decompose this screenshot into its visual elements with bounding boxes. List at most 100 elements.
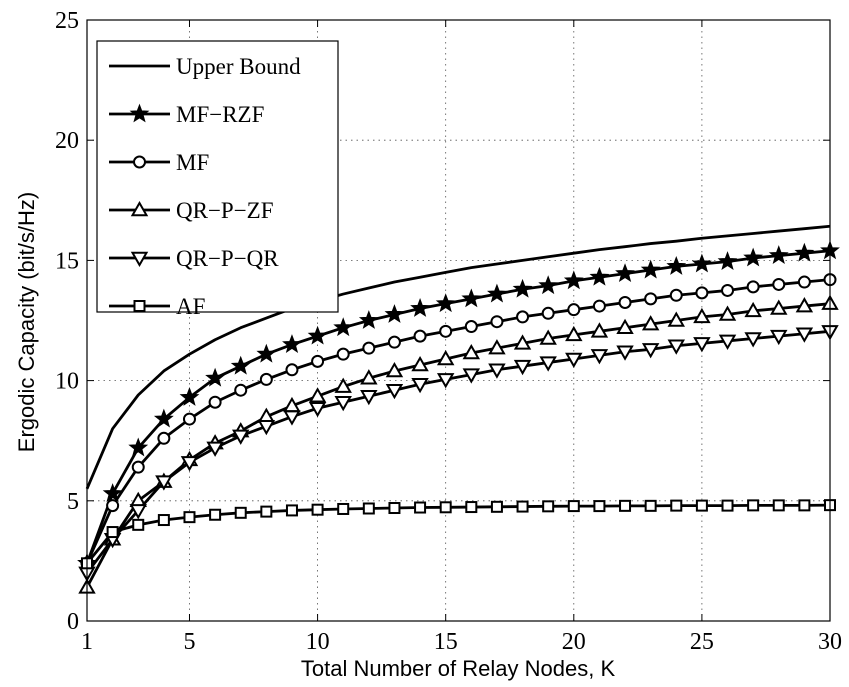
data-point-circle bbox=[543, 308, 554, 319]
series-line bbox=[87, 331, 830, 573]
data-point-star bbox=[437, 295, 454, 311]
x-tick-label: 25 bbox=[690, 629, 714, 655]
data-point-star bbox=[283, 336, 300, 352]
data-point-square bbox=[799, 500, 809, 510]
data-point-square bbox=[364, 503, 374, 513]
data-point-star bbox=[335, 319, 352, 335]
data-point-star bbox=[258, 345, 275, 361]
legend-label: AF bbox=[176, 294, 205, 319]
data-point-circle bbox=[415, 331, 426, 342]
data-point-circle bbox=[286, 364, 297, 375]
legend-marker-circle bbox=[134, 157, 145, 168]
data-point-circle bbox=[517, 311, 528, 322]
data-point-star bbox=[796, 244, 813, 260]
legend-label: MF bbox=[176, 150, 209, 175]
data-point-square bbox=[774, 500, 784, 510]
data-point-star bbox=[488, 285, 505, 301]
data-point-star bbox=[770, 247, 787, 263]
data-point-square bbox=[697, 501, 707, 511]
data-point-square bbox=[748, 500, 758, 510]
x-tick-label: 30 bbox=[818, 629, 842, 655]
data-point-circle bbox=[133, 462, 144, 473]
data-point-star bbox=[232, 357, 249, 373]
data-point-circle bbox=[594, 301, 605, 312]
data-point-circle bbox=[671, 290, 682, 301]
data-point-square bbox=[415, 503, 425, 513]
legend: Upper Bound MF−RZF MF QR−P−ZF QR−P−QR AF bbox=[97, 41, 338, 319]
data-point-circle bbox=[645, 293, 656, 304]
legend-label: QR−P−ZF bbox=[176, 198, 274, 223]
data-point-square bbox=[441, 502, 451, 512]
data-point-circle bbox=[389, 337, 400, 348]
data-point-circle bbox=[338, 349, 349, 360]
legend-label: QR−P−QR bbox=[176, 246, 279, 271]
data-point-star bbox=[463, 290, 480, 306]
data-point-circle bbox=[210, 397, 221, 408]
data-point-circle bbox=[773, 279, 784, 290]
data-point-star bbox=[668, 257, 685, 273]
x-axis-label: Total Number of Relay Nodes, K bbox=[301, 656, 616, 681]
data-point-square bbox=[313, 505, 323, 515]
series-line bbox=[87, 280, 830, 564]
y-tick-label: 10 bbox=[55, 369, 79, 395]
y-tick-label: 25 bbox=[55, 8, 79, 34]
y-tick-label: 5 bbox=[67, 489, 79, 515]
data-point-star bbox=[386, 305, 403, 321]
data-point-circle bbox=[184, 414, 195, 425]
data-point-square bbox=[466, 502, 476, 512]
data-point-star bbox=[360, 312, 377, 328]
series-triangle-down bbox=[80, 326, 837, 580]
data-point-star bbox=[591, 268, 608, 284]
data-point-circle bbox=[696, 287, 707, 298]
data-point-square bbox=[236, 508, 246, 518]
x-tick-label: 10 bbox=[306, 629, 330, 655]
data-point-star bbox=[745, 249, 762, 265]
x-tick-label: 15 bbox=[434, 629, 458, 655]
data-point-circle bbox=[748, 281, 759, 292]
data-point-square bbox=[184, 512, 194, 522]
data-point-square bbox=[671, 501, 681, 511]
series-line bbox=[87, 505, 830, 563]
data-point-square bbox=[261, 507, 271, 517]
data-point-square bbox=[620, 501, 630, 511]
data-point-square bbox=[287, 505, 297, 515]
data-point-square bbox=[543, 501, 553, 511]
data-point-square bbox=[133, 520, 143, 530]
data-point-circle bbox=[312, 356, 323, 367]
legend-label: Upper Bound bbox=[176, 54, 301, 79]
data-point-square bbox=[569, 501, 579, 511]
data-point-star bbox=[412, 299, 429, 315]
data-point-circle bbox=[799, 277, 810, 288]
data-point-circle bbox=[363, 343, 374, 354]
y-tick-label: 15 bbox=[55, 248, 79, 274]
data-point-circle bbox=[466, 321, 477, 332]
data-point-circle bbox=[620, 297, 631, 308]
data-point-star bbox=[565, 272, 582, 288]
data-point-star bbox=[309, 327, 326, 343]
data-point-square bbox=[159, 515, 169, 525]
data-point-circle bbox=[568, 304, 579, 315]
data-point-square bbox=[108, 527, 118, 537]
data-point-square bbox=[646, 501, 656, 511]
data-point-star bbox=[616, 265, 633, 281]
data-point-circle bbox=[491, 316, 502, 327]
data-point-square bbox=[389, 503, 399, 513]
y-axis-label: Ergodic Capacity (bit/s/Hz) bbox=[14, 192, 39, 452]
legend-label: MF−RZF bbox=[176, 102, 264, 127]
y-tick-label: 0 bbox=[67, 609, 79, 635]
data-point-square bbox=[723, 501, 733, 511]
data-point-circle bbox=[107, 500, 118, 511]
x-tick-label: 1 bbox=[81, 629, 93, 655]
x-tick-label: 20 bbox=[562, 629, 586, 655]
data-point-square bbox=[594, 501, 604, 511]
data-point-circle bbox=[235, 385, 246, 396]
data-point-circle bbox=[440, 326, 451, 337]
data-point-star bbox=[719, 253, 736, 269]
data-point-square bbox=[492, 502, 502, 512]
data-point-circle bbox=[158, 433, 169, 444]
data-point-star bbox=[540, 277, 557, 293]
data-point-square bbox=[338, 504, 348, 514]
x-tick-label: 5 bbox=[183, 629, 195, 655]
legend-marker-square bbox=[135, 301, 145, 311]
